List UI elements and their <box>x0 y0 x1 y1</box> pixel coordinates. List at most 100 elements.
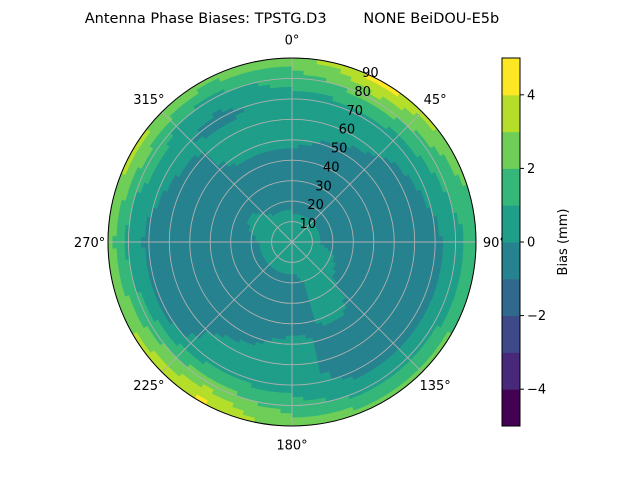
contour-cell <box>288 192 293 198</box>
contour-cell <box>291 143 300 149</box>
contour-cell <box>238 243 244 248</box>
colorbar-tick-label: 0 <box>527 236 535 251</box>
contour-cell <box>291 319 299 325</box>
contour-cell <box>285 327 293 333</box>
contour-cell <box>279 69 293 76</box>
contour-cell <box>291 413 305 419</box>
contour-cell <box>291 82 304 88</box>
contour-cell <box>291 123 301 129</box>
r-tick-label: 80 <box>354 85 371 100</box>
contour-cell <box>291 417 305 423</box>
colorbar-band <box>502 242 520 280</box>
contour-cell <box>360 244 366 251</box>
contour-cell <box>291 65 305 71</box>
contour-cell <box>291 302 297 308</box>
contour-cell <box>291 311 298 316</box>
contour-cell <box>286 172 293 178</box>
contour-cell <box>281 90 293 96</box>
contour-cell <box>287 188 293 194</box>
contour-cell <box>250 242 256 247</box>
contour-cell <box>291 376 303 382</box>
theta-tick-label: 135° <box>419 379 450 394</box>
contour-cell <box>377 232 383 240</box>
theta-tick-label: 180° <box>276 438 307 453</box>
contour-cell <box>291 347 301 353</box>
contour-cell <box>291 372 302 378</box>
theta-tick-label: 315° <box>133 93 164 108</box>
colorbar-band <box>502 389 520 427</box>
contour-cell <box>291 408 305 415</box>
contour-cell <box>377 244 383 252</box>
contour-cell <box>279 417 293 423</box>
contour-cell <box>287 180 293 186</box>
contour-cell <box>356 234 362 241</box>
theta-tick-label: 45° <box>424 93 447 108</box>
contour-cell <box>284 192 290 198</box>
contour-cell <box>283 123 293 129</box>
contour-cell <box>279 408 293 415</box>
contour-cell <box>291 335 300 341</box>
contour-cell <box>295 290 300 296</box>
contour-cell <box>283 351 293 357</box>
contour-cell <box>234 243 240 249</box>
contour-cell <box>284 188 289 194</box>
contour-cell <box>214 244 220 251</box>
contour-cell <box>284 335 293 341</box>
contour-cell <box>218 244 224 251</box>
contour-cell <box>281 376 293 382</box>
contour-cell <box>356 243 362 250</box>
contour-cell <box>246 243 252 248</box>
contour-cell <box>282 106 293 112</box>
contour-cell <box>286 306 293 312</box>
contour-cell <box>214 233 220 240</box>
contour-cell <box>286 164 293 169</box>
contour-cell <box>364 244 370 251</box>
contour-cell <box>291 61 305 67</box>
contour-cell <box>285 147 293 153</box>
contour-cell <box>291 102 303 108</box>
contour-cell <box>286 168 293 173</box>
contour-cell <box>283 355 293 361</box>
colorbar-band <box>502 278 520 317</box>
contour-cell <box>285 159 293 165</box>
contour-cell <box>294 286 300 292</box>
contour-cell <box>291 388 303 394</box>
contour-cell <box>291 139 300 145</box>
contour-cell <box>291 90 303 96</box>
contour-cell <box>279 61 293 67</box>
contour-cell <box>291 286 296 292</box>
r-tick-label: 90 <box>362 66 379 81</box>
contour-cell <box>291 110 302 116</box>
contour-cell <box>287 302 293 308</box>
contour-cell <box>280 396 293 402</box>
contour-cell <box>280 82 293 88</box>
contour-cell <box>222 234 228 241</box>
contour-cell <box>283 184 289 190</box>
contour-cell <box>284 143 293 149</box>
contour-cell <box>281 102 293 108</box>
contour-cell <box>281 388 293 394</box>
colorbar: 4 2 0 −2 −4 <box>501 57 546 427</box>
colorbar-tick-label: −4 <box>527 383 546 398</box>
contour-cell <box>291 331 299 337</box>
contour-cell <box>291 147 299 153</box>
r-tick-label: 10 <box>300 217 317 232</box>
contour-cell <box>291 131 301 137</box>
contour-cell <box>291 396 304 402</box>
contour-cell <box>291 392 304 398</box>
contour-cell <box>291 184 297 190</box>
contour-cell <box>291 327 299 333</box>
contour-cell <box>364 233 370 240</box>
contour-cell <box>328 237 334 242</box>
colorbar-band <box>502 352 520 390</box>
colorbar-tick-label: −2 <box>527 309 546 324</box>
contour-cell <box>285 319 293 325</box>
contour-cell <box>291 168 298 173</box>
contour-cell <box>291 290 297 296</box>
contour-cell <box>295 294 301 300</box>
contour-cell <box>291 188 297 194</box>
colorbar-tick-label: 4 <box>527 88 535 103</box>
r-tick-label: 30 <box>315 179 332 194</box>
contour-cell <box>291 176 297 182</box>
contour-cell <box>332 236 338 241</box>
